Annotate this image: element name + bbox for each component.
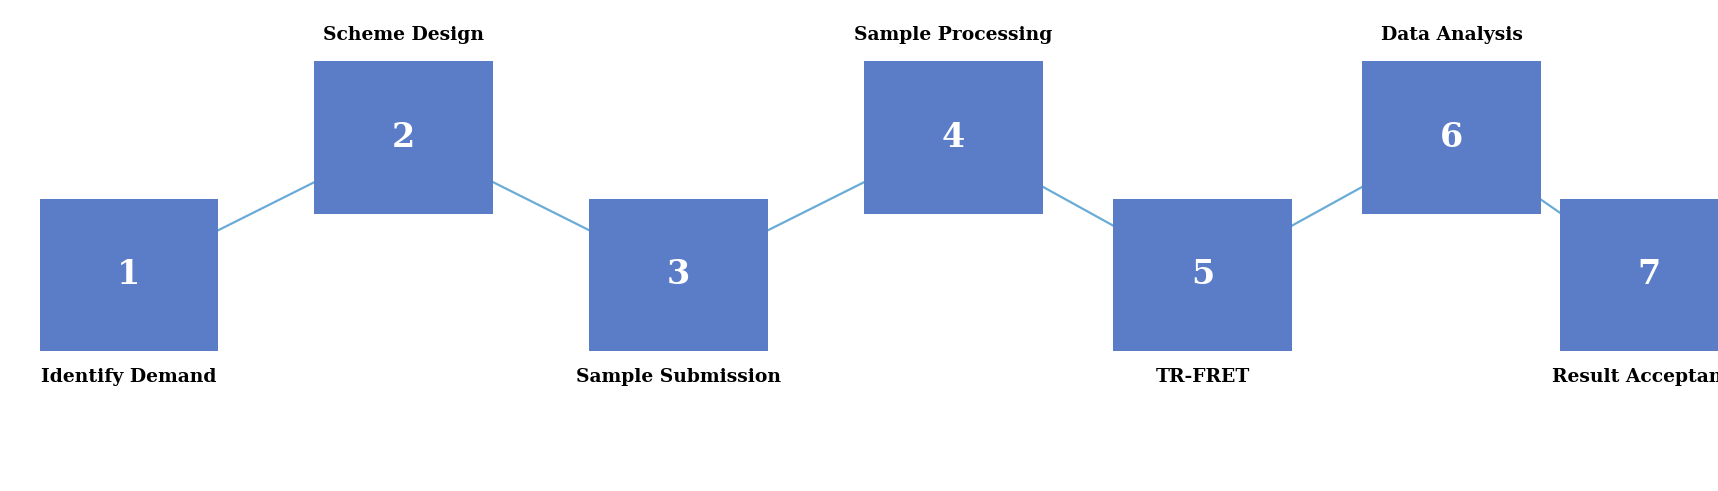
- Text: 7: 7: [1637, 258, 1661, 292]
- Text: 6: 6: [1440, 121, 1464, 154]
- Text: 1: 1: [117, 258, 141, 292]
- FancyBboxPatch shape: [1362, 61, 1541, 214]
- FancyBboxPatch shape: [1113, 199, 1292, 351]
- Text: Sample Submission: Sample Submission: [576, 368, 782, 386]
- Text: Identify Demand: Identify Demand: [41, 368, 216, 386]
- Text: 2: 2: [392, 121, 416, 154]
- Text: Sample Processing: Sample Processing: [854, 26, 1053, 44]
- Text: TR-FRET: TR-FRET: [1156, 368, 1249, 386]
- Text: 3: 3: [667, 258, 691, 292]
- Text: Result Acceptance: Result Acceptance: [1553, 368, 1718, 386]
- Text: Scheme Design: Scheme Design: [323, 26, 484, 44]
- Text: 5: 5: [1191, 258, 1215, 292]
- FancyBboxPatch shape: [1560, 199, 1718, 351]
- Text: 4: 4: [941, 121, 966, 154]
- FancyBboxPatch shape: [40, 199, 218, 351]
- FancyBboxPatch shape: [314, 61, 493, 214]
- FancyBboxPatch shape: [864, 61, 1043, 214]
- Text: Data Analysis: Data Analysis: [1381, 26, 1522, 44]
- FancyBboxPatch shape: [589, 199, 768, 351]
